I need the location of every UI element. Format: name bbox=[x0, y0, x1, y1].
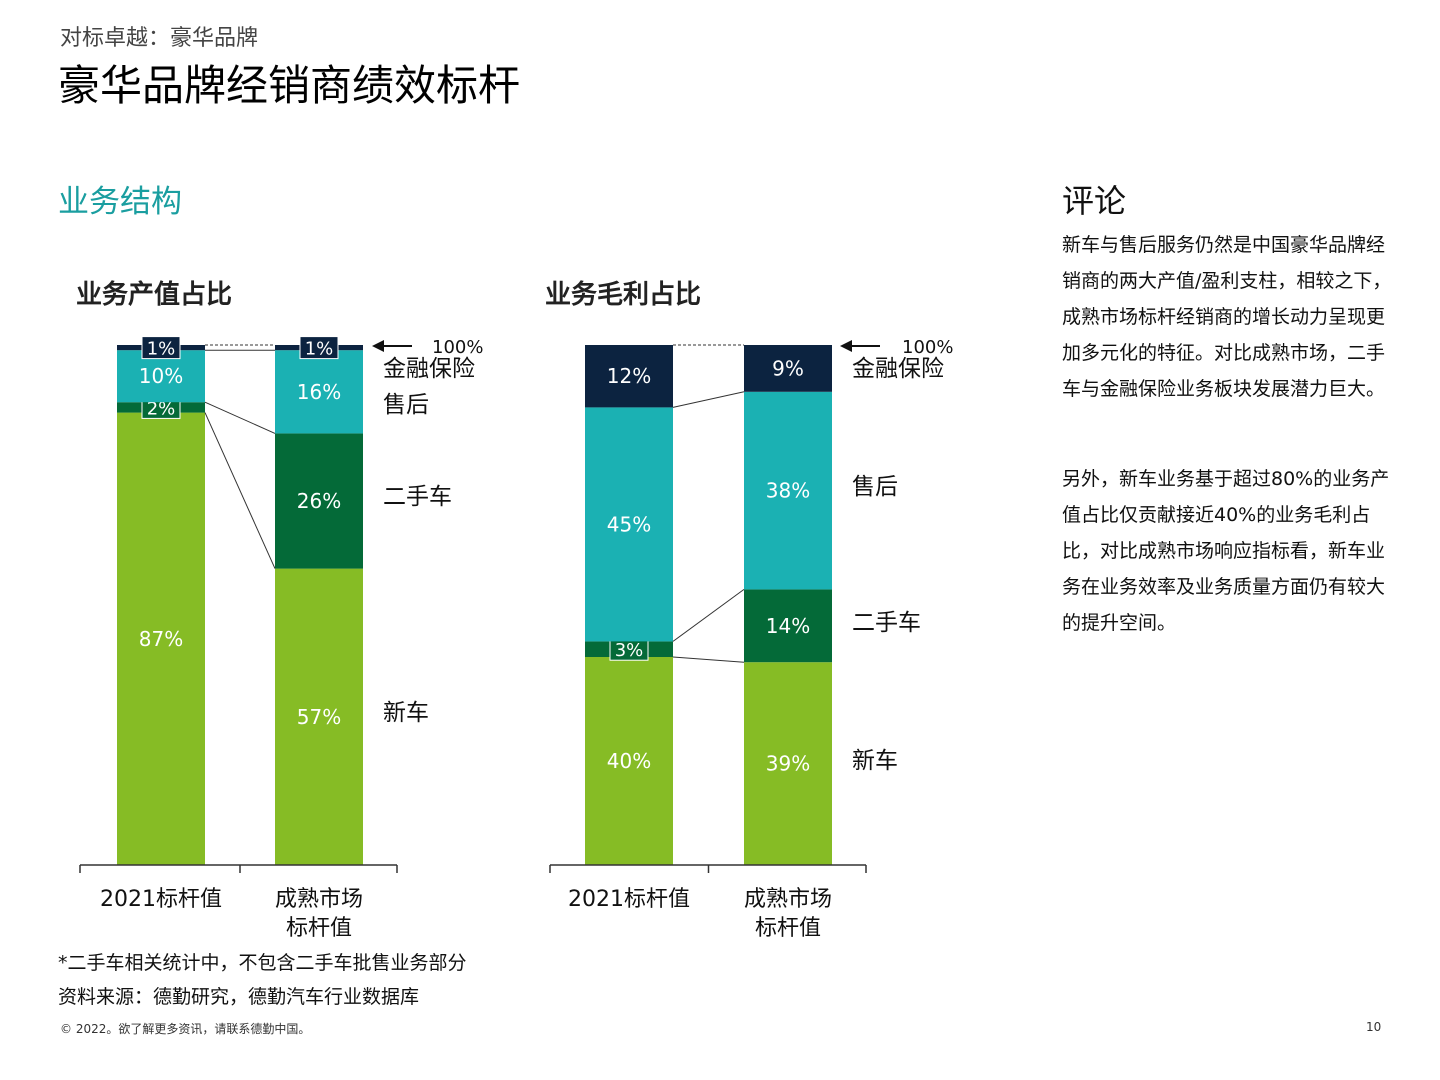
connector-line bbox=[672, 588, 745, 642]
data-label: 40% bbox=[607, 749, 651, 773]
bar-segment bbox=[585, 407, 673, 642]
data-label-box bbox=[299, 336, 339, 360]
data-label: 1% bbox=[147, 339, 176, 360]
data-label: 9% bbox=[772, 356, 804, 380]
footnote: *二手车相关统计中，不包含二手车批售业务部分 bbox=[58, 952, 467, 974]
bar-segment bbox=[744, 662, 832, 865]
commentary-paragraph: 另外，新车业务基于超过80%的业务产值占比仅贡献接近40%的业务毛利占比，对比成… bbox=[1062, 468, 1390, 634]
bar-segment bbox=[275, 350, 363, 434]
copyright: © 2022。欲了解更多资讯，请联系德勤中国。 bbox=[60, 1022, 311, 1036]
legend-label: 金融保险 bbox=[383, 356, 475, 382]
legend-label: 售后 bbox=[852, 474, 898, 500]
total-label: 100% bbox=[432, 337, 483, 358]
category-label: 2021标杆值 bbox=[100, 887, 222, 912]
data-label: 39% bbox=[766, 752, 810, 776]
bar-segment bbox=[744, 345, 832, 392]
data-label: 3% bbox=[615, 640, 644, 661]
legend-label: 新车 bbox=[383, 700, 429, 726]
legend-label: 新车 bbox=[852, 748, 898, 774]
data-label: 45% bbox=[607, 512, 651, 536]
total-arrow-head bbox=[372, 340, 384, 352]
connector-line bbox=[204, 401, 276, 434]
data-label: 10% bbox=[139, 364, 183, 388]
bar-segment bbox=[744, 391, 832, 590]
category-label: 标杆值 bbox=[286, 916, 352, 941]
bar-segment bbox=[117, 412, 205, 865]
bar-segment bbox=[585, 345, 673, 408]
data-label: 26% bbox=[297, 489, 341, 513]
bar-segment bbox=[275, 433, 363, 569]
section-title: 业务结构 bbox=[58, 184, 182, 220]
legend-label: 金融保险 bbox=[852, 356, 944, 382]
data-label: 57% bbox=[297, 705, 341, 729]
total-arrow-head bbox=[840, 340, 852, 352]
data-label: 14% bbox=[766, 614, 810, 638]
chart-title-output: 业务产值占比 bbox=[76, 280, 233, 310]
data-label: 12% bbox=[607, 364, 651, 388]
data-label: 87% bbox=[139, 627, 183, 651]
page-kicker: 对标卓越：豪华品牌 bbox=[60, 26, 259, 51]
legend-label: 二手车 bbox=[383, 484, 452, 510]
total-label: 100% bbox=[902, 337, 953, 358]
data-label: 1% bbox=[305, 339, 334, 360]
data-label-box bbox=[141, 336, 181, 360]
data-label: 38% bbox=[766, 479, 810, 503]
page-number: 10 bbox=[1366, 1020, 1382, 1034]
source-note: 资料来源：德勤研究，德勤汽车行业数据库 bbox=[58, 986, 420, 1008]
category-label: 成熟市场 bbox=[275, 887, 363, 912]
bar-segment bbox=[744, 589, 832, 663]
category-label: 2021标杆值 bbox=[568, 887, 690, 912]
page-title: 豪华品牌经销商绩效标杆 bbox=[58, 61, 521, 110]
bar-segment bbox=[275, 568, 363, 865]
legend-label: 二手车 bbox=[852, 610, 921, 636]
footnote-block: *二手车相关统计中，不包含二手车批售业务部分 资料来源：德勤研究，德勤汽车行业数… bbox=[58, 946, 467, 1014]
data-label: 2% bbox=[147, 398, 176, 419]
data-label: 16% bbox=[297, 380, 341, 404]
bar-segment bbox=[585, 657, 673, 865]
category-label: 成熟市场 bbox=[744, 887, 832, 912]
connector-line bbox=[672, 391, 745, 408]
connector-line bbox=[672, 656, 745, 663]
legend-label: 售后 bbox=[383, 392, 429, 418]
connector-line bbox=[204, 412, 276, 569]
chart-title-margin: 业务毛利占比 bbox=[545, 280, 702, 310]
category-label: 标杆值 bbox=[755, 916, 821, 941]
commentary-paragraph: 新车与售后服务仍然是中国豪华品牌经销商的两大产值/盈利支柱，相较之下，成熟市场标… bbox=[1062, 234, 1392, 400]
commentary-title: 评论 bbox=[1062, 182, 1127, 220]
